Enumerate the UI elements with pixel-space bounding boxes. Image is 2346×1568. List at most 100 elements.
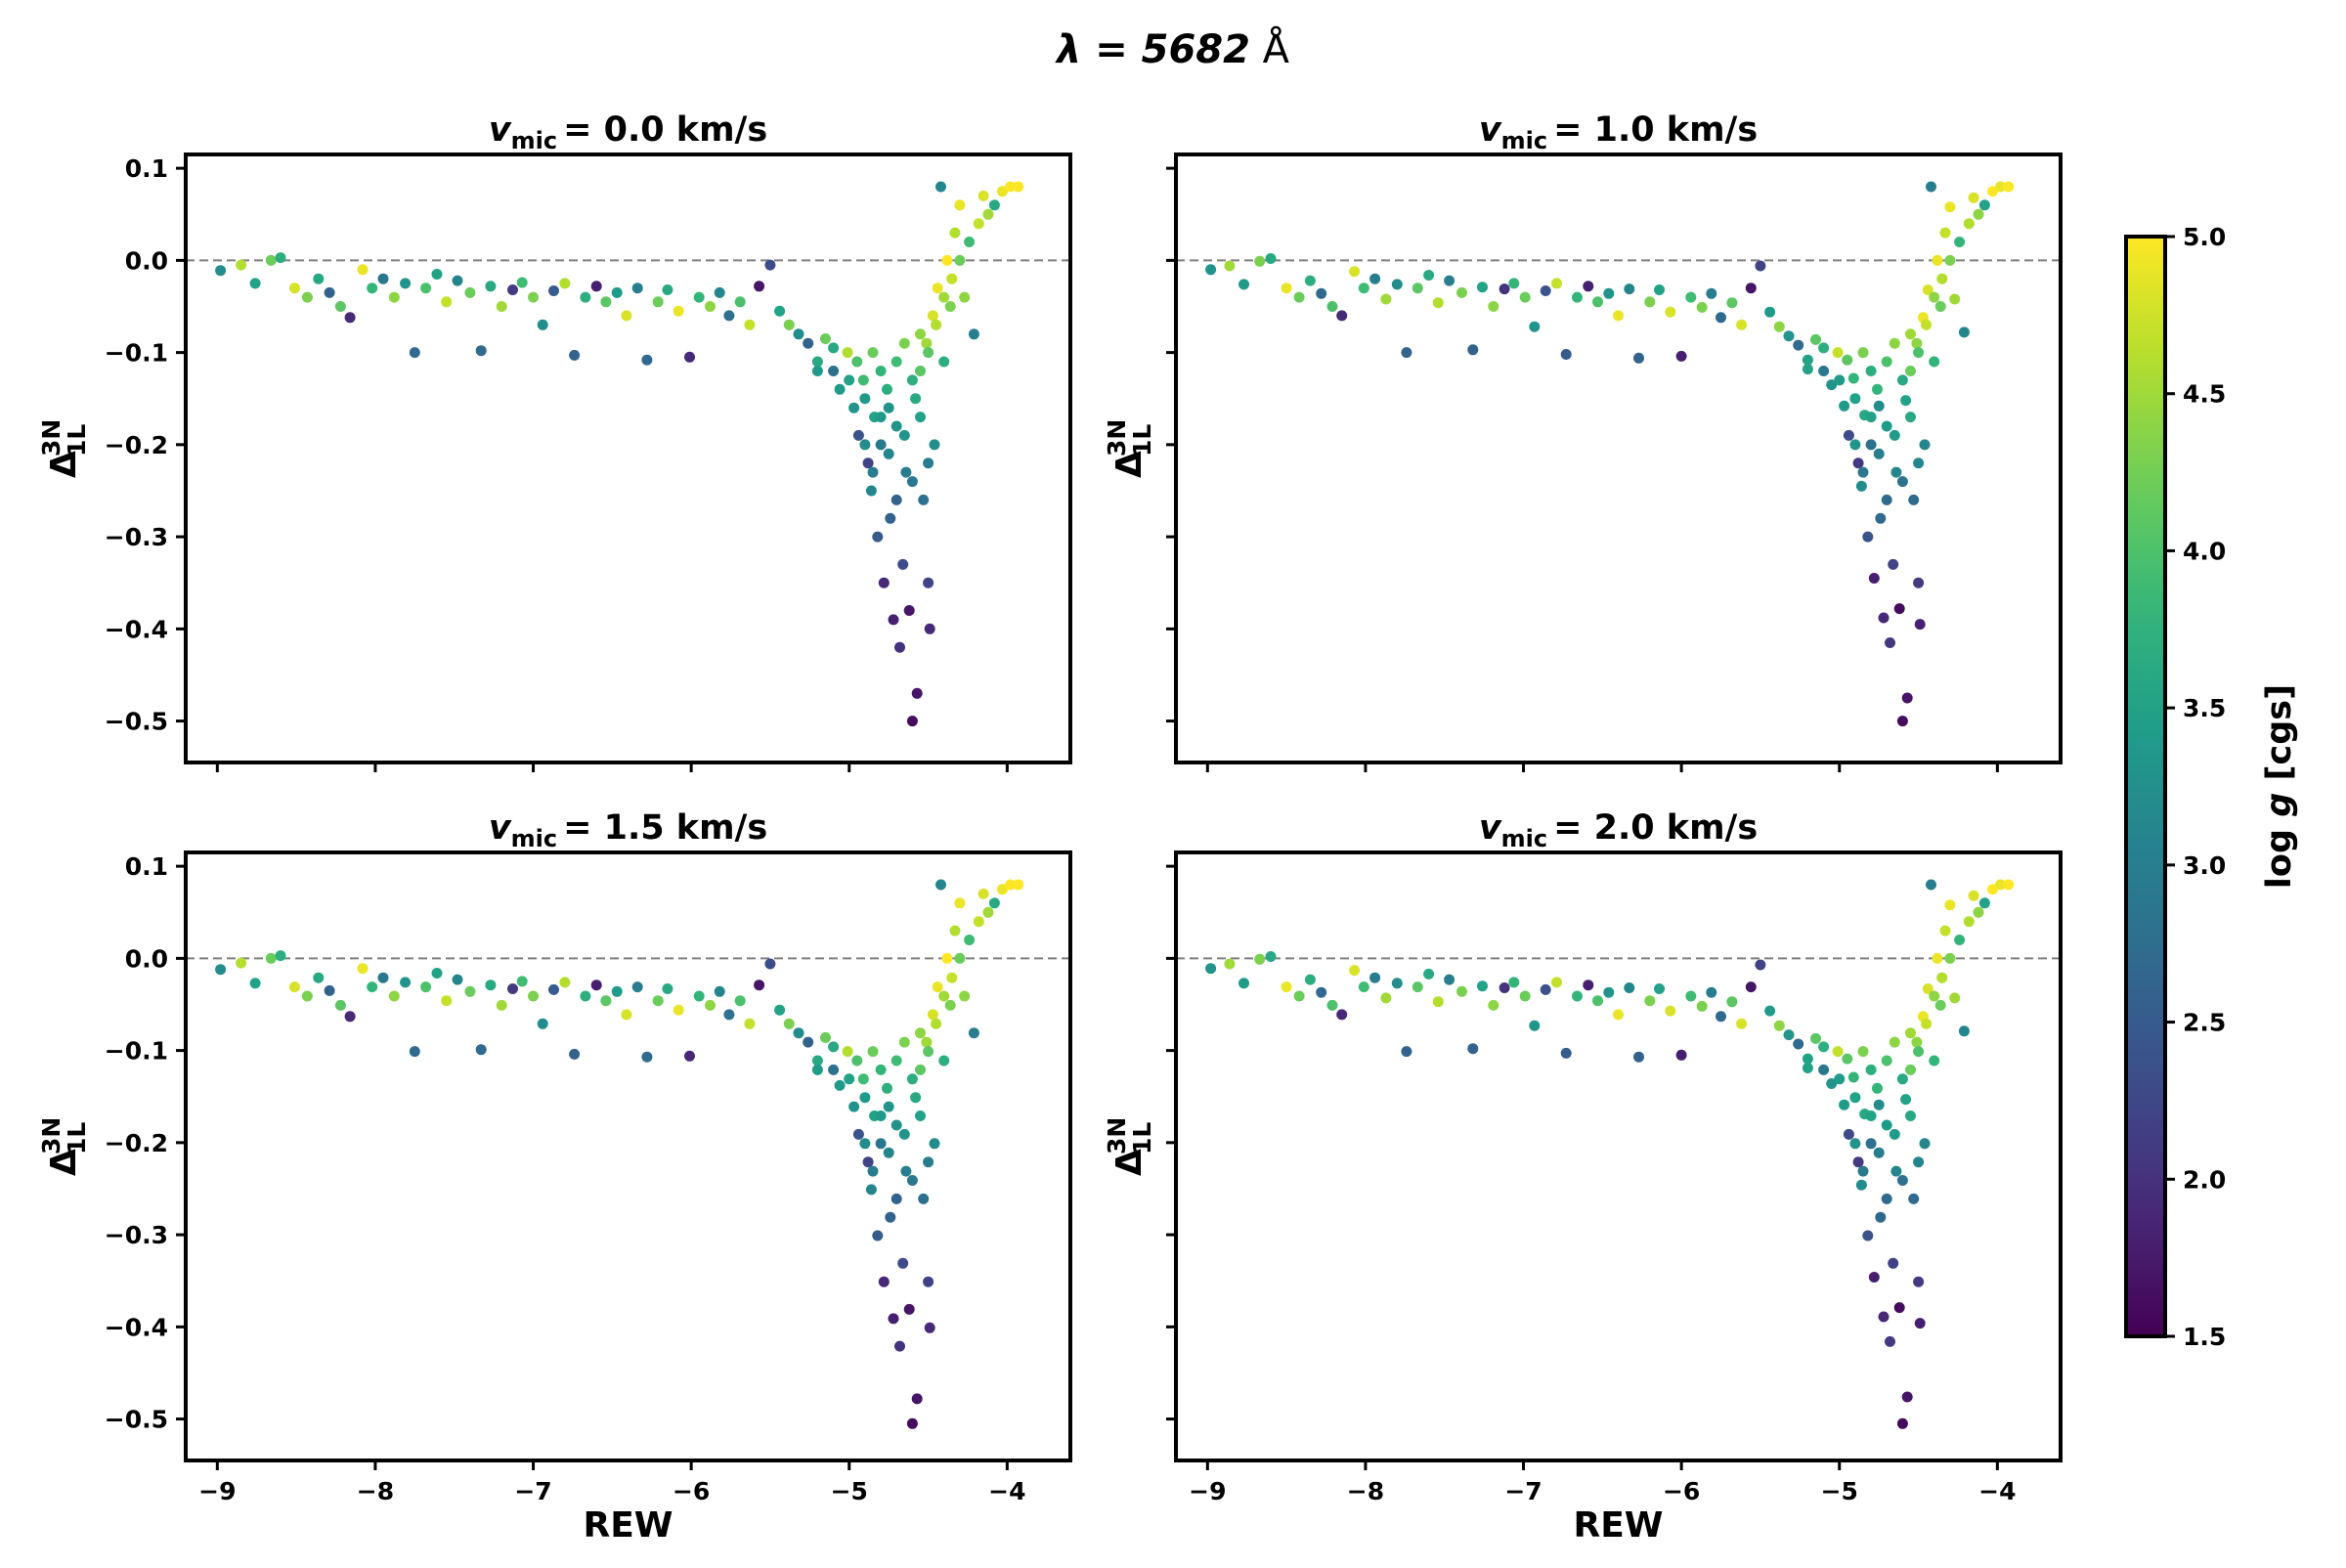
data-point <box>1939 227 1951 239</box>
data-point <box>938 356 950 368</box>
y-axis-label-symbol: Δ <box>44 1149 84 1176</box>
data-point <box>1849 439 1861 451</box>
data-point <box>1913 347 1925 359</box>
data-point <box>600 296 612 308</box>
data-point <box>867 466 879 478</box>
data-point <box>924 623 935 634</box>
data-point <box>1896 1417 1908 1429</box>
y-tick-label: −0.2 <box>105 431 168 459</box>
data-point <box>1802 354 1813 366</box>
data-point <box>464 286 476 298</box>
data-point <box>941 952 953 964</box>
data-point <box>927 310 938 322</box>
data-point <box>1995 879 2007 891</box>
data-point <box>1913 457 1925 469</box>
data-point <box>1868 573 1880 584</box>
data-point <box>1881 1119 1892 1131</box>
data-point <box>828 342 840 354</box>
data-point <box>673 305 684 317</box>
data-point <box>783 1018 795 1029</box>
data-point <box>641 354 653 366</box>
data-point <box>938 291 950 303</box>
data-point <box>1908 494 1920 505</box>
data-point <box>693 291 705 303</box>
data-point <box>265 254 277 266</box>
data-point <box>1293 291 1305 303</box>
data-point <box>915 366 926 376</box>
data-point <box>923 347 934 359</box>
data-point <box>1973 906 1984 918</box>
data-point <box>959 990 971 1002</box>
data-point <box>944 999 956 1011</box>
data-point <box>1736 319 1748 330</box>
data-point <box>1857 466 1869 478</box>
data-point <box>1401 347 1412 359</box>
data-point <box>811 356 823 368</box>
data-point <box>1865 366 1877 376</box>
x-tick-label: −5 <box>1821 1477 1858 1505</box>
data-point <box>537 319 548 330</box>
data-point <box>1238 279 1249 290</box>
data-point <box>344 312 356 324</box>
colorbar-tick-label: 2.5 <box>2183 1009 2226 1037</box>
y-axis-label-symbol: Δ <box>1109 451 1150 478</box>
data-point <box>872 531 884 543</box>
data-point <box>1444 275 1455 286</box>
data-point <box>915 328 926 340</box>
data-point <box>949 925 961 936</box>
data-point <box>1802 1053 1813 1065</box>
data-point <box>1900 395 1912 407</box>
panel-title-value: = 1.5 km/s <box>563 808 767 848</box>
data-point <box>611 286 623 298</box>
data-point <box>1857 347 1869 359</box>
data-point <box>1755 959 1766 971</box>
data-point <box>507 284 518 295</box>
data-point <box>516 277 528 288</box>
data-point <box>921 337 933 349</box>
data-point <box>1716 1011 1726 1023</box>
data-point <box>1954 935 1966 945</box>
data-point <box>611 985 623 997</box>
data-point <box>1905 1064 1916 1075</box>
data-point <box>1889 429 1900 441</box>
data-point <box>1685 990 1697 1002</box>
data-point <box>1878 612 1890 624</box>
colorbar-label-g: g <box>2260 793 2299 817</box>
data-point <box>862 457 874 469</box>
y-axis-label-superscript: 3N <box>37 419 65 457</box>
data-point <box>783 319 795 330</box>
data-point <box>903 1303 915 1315</box>
data-point <box>344 1011 356 1023</box>
data-point <box>621 310 632 322</box>
data-point <box>652 296 664 308</box>
data-point <box>367 283 378 294</box>
data-point <box>475 1044 487 1056</box>
data-point <box>569 1048 581 1060</box>
data-point <box>1847 1071 1859 1083</box>
data-point <box>590 980 602 991</box>
panel-title: vmic = 0.0 km/s <box>489 110 767 154</box>
data-point <box>1467 1043 1479 1055</box>
data-point <box>923 1046 934 1058</box>
data-point <box>1889 1128 1900 1140</box>
data-point <box>988 199 1000 211</box>
data-point <box>1592 995 1603 1007</box>
data-point <box>848 402 860 414</box>
data-point <box>1888 1257 1899 1269</box>
data-point <box>848 1101 860 1112</box>
data-point <box>313 972 325 983</box>
data-point <box>964 237 976 247</box>
data-point <box>1905 1111 1916 1121</box>
data-point <box>559 977 571 988</box>
data-point <box>906 374 918 386</box>
data-point <box>898 429 910 441</box>
data-point <box>1929 1055 1940 1067</box>
data-point <box>1978 199 1990 211</box>
data-point <box>1839 1099 1850 1111</box>
data-point <box>1624 283 1635 295</box>
data-point <box>249 978 261 989</box>
x-tick-label: −9 <box>198 1477 236 1505</box>
data-point <box>1224 260 1236 272</box>
data-point <box>1540 983 1551 995</box>
data-point <box>409 347 420 359</box>
